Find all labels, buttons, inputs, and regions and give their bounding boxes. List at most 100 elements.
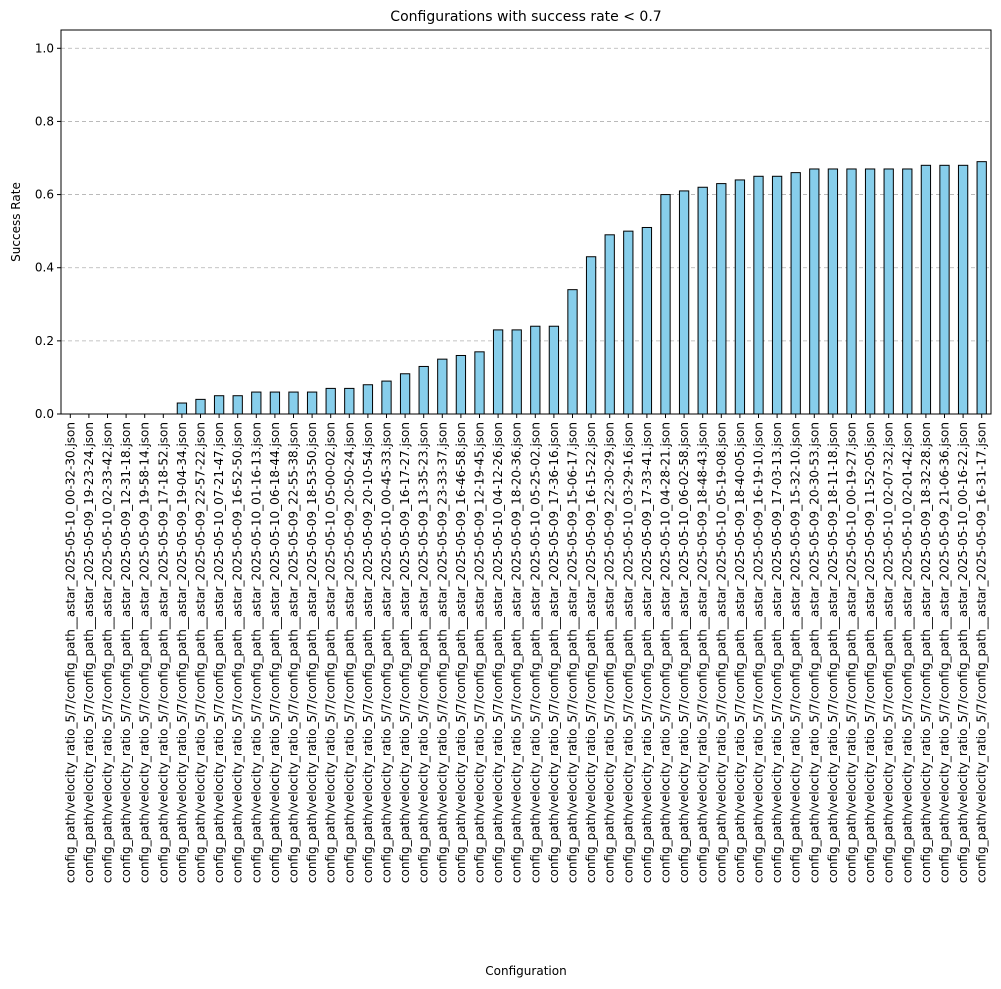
x-tick-label: config_path/velocity_ratio_5/7/config_pa… [361, 422, 375, 883]
x-tick-label: config_path/velocity_ratio_5/7/config_pa… [677, 422, 691, 883]
bar [604, 234, 615, 415]
x-tick-label: config_path/velocity_ratio_5/7/config_pa… [510, 422, 524, 883]
bar [306, 391, 318, 415]
bar [827, 168, 839, 415]
bar [399, 373, 411, 415]
x-tick-label: config_path/velocity_ratio_5/7/config_pa… [956, 422, 970, 883]
bar [492, 329, 504, 415]
x-tick-label: config_path/velocity_ratio_5/7/config_pa… [659, 422, 673, 883]
x-tick-label: config_path/velocity_ratio_5/7/config_pa… [807, 422, 821, 883]
bar [344, 387, 355, 415]
x-tick-label: config_path/velocity_ratio_5/7/config_pa… [249, 422, 263, 883]
x-tick-label: config_path/velocity_ratio_5/7/config_pa… [324, 422, 338, 883]
x-tick-label: config_path/velocity_ratio_5/7/config_pa… [417, 422, 431, 883]
x-tick-label: config_path/velocity_ratio_5/7/config_pa… [156, 422, 170, 883]
x-tick-label: config_path/velocity_ratio_5/7/config_pa… [696, 422, 710, 883]
bar [455, 354, 467, 415]
x-tick-label: config_path/velocity_ratio_5/7/config_pa… [566, 422, 580, 883]
y-tick-label: 1.0 [35, 41, 54, 55]
x-axis: config_path/velocity_ratio_5/7/config_pa… [63, 414, 989, 883]
bar [753, 175, 764, 415]
x-tick-label: config_path/velocity_ratio_5/7/config_pa… [975, 422, 989, 883]
x-tick-label: config_path/velocity_ratio_5/7/config_pa… [938, 422, 952, 883]
x-tick-label: config_path/velocity_ratio_5/7/config_pa… [733, 422, 747, 883]
bar [864, 168, 876, 415]
bar [251, 391, 262, 415]
x-tick-label: config_path/velocity_ratio_5/7/config_pa… [119, 422, 133, 883]
bar [976, 161, 987, 415]
y-tick-label: 0.8 [35, 114, 54, 128]
bar [288, 391, 299, 415]
x-tick-label: config_path/velocity_ratio_5/7/config_pa… [305, 422, 319, 883]
x-tick-label: config_path/velocity_ratio_5/7/config_pa… [138, 422, 152, 883]
x-tick-label: config_path/velocity_ratio_5/7/config_pa… [435, 422, 449, 883]
bar [920, 164, 932, 415]
x-tick-label: config_path/velocity_ratio_5/7/config_pa… [752, 422, 766, 883]
bar [585, 256, 597, 415]
x-tick-label: config_path/velocity_ratio_5/7/config_pa… [212, 422, 226, 883]
bar [883, 168, 894, 415]
x-tick-label: config_path/velocity_ratio_5/7/config_pa… [491, 422, 505, 883]
bar [939, 164, 950, 415]
x-tick-label: config_path/velocity_ratio_5/7/config_pa… [473, 422, 487, 883]
x-tick-label: config_path/velocity_ratio_5/7/config_pa… [342, 422, 356, 883]
bar [809, 168, 820, 415]
x-axis-label: Configuration [485, 964, 566, 978]
x-tick-label: config_path/velocity_ratio_5/7/config_pa… [845, 422, 859, 883]
bar [195, 398, 206, 415]
x-tick-label: config_path/velocity_ratio_5/7/config_pa… [380, 422, 394, 883]
y-tick-label: 0.2 [35, 334, 54, 348]
bar [623, 230, 634, 415]
y-axis-label: Success Rate [9, 182, 23, 262]
y-tick-label: 0.4 [35, 261, 54, 275]
x-tick-label: config_path/velocity_ratio_5/7/config_pa… [603, 422, 617, 883]
bar [232, 395, 243, 415]
x-tick-label: config_path/velocity_ratio_5/7/config_pa… [268, 422, 282, 883]
bar [325, 387, 336, 415]
x-tick-label: config_path/velocity_ratio_5/7/config_pa… [231, 422, 245, 883]
x-tick-label: config_path/velocity_ratio_5/7/config_pa… [547, 422, 561, 883]
x-tick-label: config_path/velocity_ratio_5/7/config_pa… [621, 422, 635, 883]
x-tick-label: config_path/velocity_ratio_5/7/config_pa… [528, 422, 542, 883]
chart-title: Configurations with success rate < 0.7 [390, 9, 661, 25]
y-tick-label: 0.6 [35, 188, 54, 202]
x-tick-label: config_path/velocity_ratio_5/7/config_pa… [789, 422, 803, 883]
bar [362, 384, 374, 415]
y-tick-label: 0.0 [35, 407, 54, 421]
bar [790, 172, 801, 415]
x-tick-label: config_path/velocity_ratio_5/7/config_pa… [826, 422, 840, 883]
x-tick-label: config_path/velocity_ratio_5/7/config_pa… [714, 422, 728, 883]
x-tick-label: config_path/velocity_ratio_5/7/config_pa… [454, 422, 468, 883]
bar [716, 183, 727, 415]
x-tick-label: config_path/velocity_ratio_5/7/config_pa… [63, 422, 77, 883]
x-tick-label: config_path/velocity_ratio_5/7/config_pa… [82, 422, 96, 883]
bar [734, 179, 746, 415]
bar [641, 226, 653, 415]
plot-frame [60, 29, 992, 415]
x-tick-label: config_path/velocity_ratio_5/7/config_pa… [900, 422, 914, 883]
bar [530, 325, 541, 415]
x-tick-label: config_path/velocity_ratio_5/7/config_pa… [194, 422, 208, 883]
x-tick-label: config_path/velocity_ratio_5/7/config_pa… [101, 422, 115, 883]
bar [437, 358, 448, 415]
bar [697, 186, 708, 415]
x-tick-label: config_path/velocity_ratio_5/7/config_pa… [175, 422, 189, 883]
bar [902, 168, 913, 415]
bar [660, 194, 671, 415]
bar [269, 391, 281, 415]
bar [678, 190, 690, 415]
bar [474, 351, 485, 415]
x-tick-label: config_path/velocity_ratio_5/7/config_pa… [863, 422, 877, 883]
y-axis: 0.0 0.2 0.4 0.6 0.8 1.0 [35, 41, 61, 421]
bar [213, 395, 225, 415]
bar [176, 402, 188, 415]
x-tick-label: config_path/velocity_ratio_5/7/config_pa… [640, 422, 654, 883]
bar [548, 325, 560, 415]
x-tick-label: config_path/velocity_ratio_5/7/config_pa… [584, 422, 598, 883]
bar [381, 380, 392, 415]
x-tick-label: config_path/velocity_ratio_5/7/config_pa… [287, 422, 301, 883]
bar [957, 164, 969, 415]
bar [511, 329, 522, 415]
bar [771, 175, 783, 415]
